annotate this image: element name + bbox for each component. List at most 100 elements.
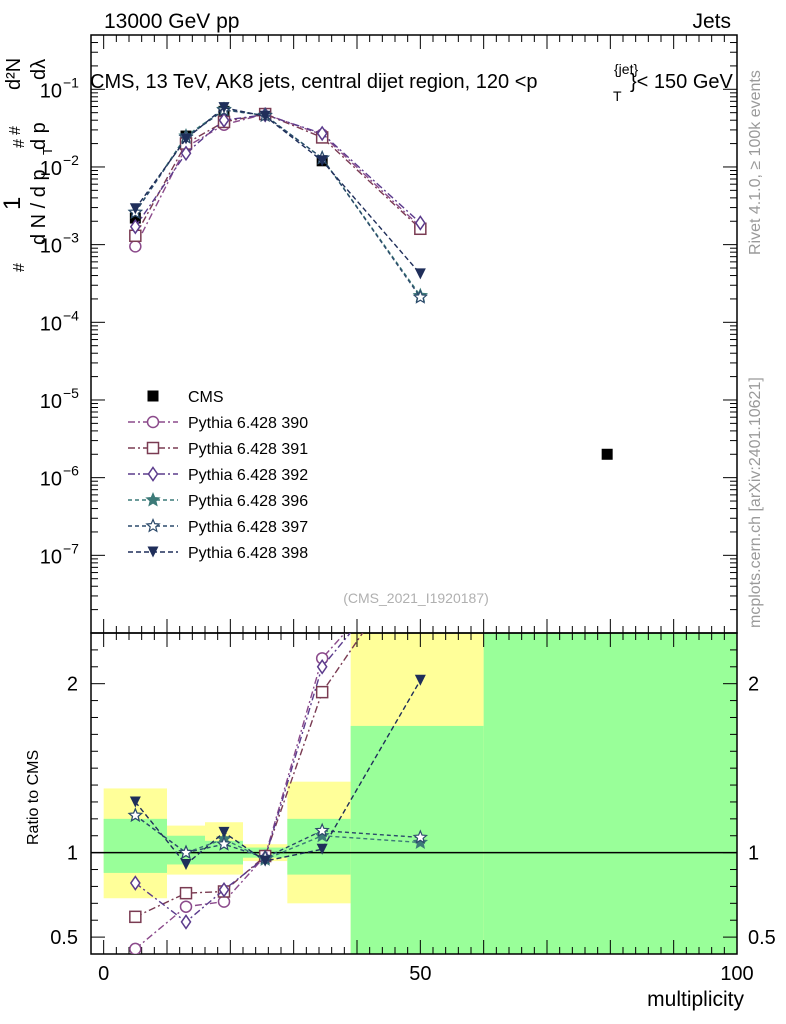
mcplots-source-label: mcplots.cern.ch [arXiv:2401.10621] <box>747 377 764 628</box>
legend-marker-cms <box>147 390 159 402</box>
main-point-pythia-6-428-398 <box>316 155 328 167</box>
main-point-pythia-6-428-392 <box>316 125 328 142</box>
ratio-line-pythia-6-428-390 <box>134 633 346 950</box>
x-tick-label: 100 <box>720 963 753 985</box>
main-point-pythia-6-428-398 <box>129 203 141 215</box>
title-text-pre: CMS, 13 TeV, AK8 jets, central dijet reg… <box>90 71 526 93</box>
main-point-pythia-6-428-392 <box>218 112 230 129</box>
title-superscript: {jet} <box>614 61 638 77</box>
ratio-line-pythia-6-428-397 <box>134 814 421 859</box>
main-line-pythia-6-428-396 <box>134 108 421 297</box>
header-right-label: Jets <box>692 10 731 33</box>
ylabel-t-sub: T <box>40 147 55 155</box>
ratio-point-pythia-6-428-398 <box>316 843 328 855</box>
ratio-point-pythia-6-428-390 <box>129 942 142 954</box>
ratio-line-pythia-6-428-392 <box>134 633 352 923</box>
x-tick-label: 50 <box>409 963 431 985</box>
main-point-pythia-6-428-397 <box>412 289 429 304</box>
ratio-plot-frame <box>90 632 738 955</box>
main-line-pythia-6-428-392 <box>134 114 421 228</box>
legend-label-pythia-6-428-390: Pythia 6.428 390 <box>188 415 308 432</box>
main-line-pythia-6-428-397 <box>134 109 421 298</box>
ratio-y-tick-label-right: 0.5 <box>748 927 776 949</box>
main-point-pythia-6-428-398 <box>259 110 271 122</box>
main-y-tick-label: 10 <box>40 80 62 102</box>
legend-label-pythia-6-428-391: Pythia 6.428 391 <box>188 441 308 458</box>
ratio-y-axis-label: Ratio to CMS <box>25 750 42 845</box>
main-y-tick-exponent: −6 <box>63 463 79 479</box>
rivet-version-label: Rivet 4.1.0, ≥ 100k events <box>747 70 764 255</box>
ratio-y-tick-label-left: 2 <box>67 674 78 696</box>
legend-marker-pythia-6-428-390 <box>146 415 160 429</box>
header-left-label: 13000 GeV pp <box>104 10 239 33</box>
legend-label-pythia-6-428-397: Pythia 6.428 397 <box>188 519 308 536</box>
title-p: p <box>526 71 537 93</box>
ratio-point-pythia-6-428-397 <box>178 844 194 860</box>
ratio-y-tick-label-left: 0.5 <box>50 927 78 949</box>
ratio-series-lines <box>127 542 429 954</box>
legend-marker-pythia-6-428-396 <box>145 491 161 507</box>
legend-label-pythia-6-428-398: Pythia 6.428 398 <box>188 545 308 562</box>
ratio-point-pythia-6-428-392 <box>316 658 328 675</box>
main-plot-frame <box>90 34 738 634</box>
legend-label-pythia-6-428-392: Pythia 6.428 392 <box>188 467 308 484</box>
legend-marker-pythia-6-428-398 <box>147 546 159 558</box>
main-y-tick-exponent: −2 <box>63 152 79 168</box>
main-line-pythia-6-428-390 <box>134 113 421 247</box>
ratio-point-pythia-6-428-398 <box>180 858 192 870</box>
x-tick-label: 0 <box>98 963 109 985</box>
green-band-6 <box>483 633 737 954</box>
ratio-point-pythia-6-428-391 <box>179 886 193 900</box>
ratio-point-pythia-6-428-392 <box>416 542 425 555</box>
main-series-lines <box>127 101 613 460</box>
ratio-point-pythia-6-428-390 <box>415 543 426 554</box>
legend-marker-pythia-6-428-392 <box>147 466 159 482</box>
main-y-tick-exponent: −4 <box>63 307 79 323</box>
main-point-pythia-6-428-392 <box>129 218 141 235</box>
ylabel-dlambda: dλ <box>28 59 50 80</box>
main-y-axis-label: 1 # d N / d p T # d²N # d p dλ <box>0 58 55 272</box>
ratio-point-pythia-6-428-390 <box>179 900 193 913</box>
main-y-tick-label: 10 <box>40 469 62 491</box>
main-point-pythia-6-428-398 <box>414 268 426 280</box>
main-y-tick-exponent: −7 <box>63 540 79 556</box>
green-band-0 <box>103 818 167 873</box>
x-axis-title: multiplicity <box>647 988 744 1011</box>
ratio-point-pythia-6-428-397 <box>314 822 330 838</box>
ratio-y-tick-label-right: 1 <box>748 843 759 865</box>
main-line-pythia-6-428-398 <box>134 106 421 275</box>
ratio-point-pythia-6-428-392 <box>180 914 192 930</box>
main-point-pythia-6-428-390 <box>129 240 142 253</box>
main-point-cms <box>601 448 613 460</box>
plot-title: CMS, 13 TeV, AK8 jets, central dijet reg… <box>90 61 734 104</box>
ratio-point-pythia-6-428-392 <box>129 875 141 891</box>
ylabel-d2n: d²N <box>3 58 25 90</box>
legend: CMS Pythia 6.428 390 Pythia 6.428 391 Pythi… <box>128 389 308 562</box>
main-y-tick-label: 10 <box>40 391 62 413</box>
main-point-pythia-6-428-398 <box>180 133 192 145</box>
main-point-pythia-6-428-398 <box>218 102 230 114</box>
ratio-point-pythia-6-428-397 <box>412 829 429 844</box>
main-point-pythia-6-428-392 <box>414 215 426 231</box>
main-line-pythia-6-428-391 <box>134 113 421 237</box>
legend-marker-pythia-6-428-391 <box>146 441 160 455</box>
ratio-point-pythia-6-428-392 <box>218 881 230 898</box>
legend-label-pythia-6-428-396: Pythia 6.428 396 <box>188 493 308 510</box>
legend-marker-pythia-6-428-397 <box>145 517 161 533</box>
ratio-point-pythia-6-428-398 <box>259 855 271 867</box>
ylabel-hash-3: # <box>7 126 24 135</box>
ratio-point-pythia-6-428-397 <box>127 807 144 822</box>
ratio-point-pythia-6-428-396 <box>412 834 429 850</box>
ratio-point-pythia-6-428-391 <box>129 910 142 924</box>
ylabel-dn-dpt: d N / d p <box>28 169 50 245</box>
ratio-point-pythia-6-428-390 <box>217 895 231 908</box>
ratio-point-pythia-6-428-398 <box>414 674 426 686</box>
main-y-tick-label: 10 <box>40 158 62 180</box>
ylabel-hash-1: # <box>11 263 28 272</box>
ratio-point-pythia-6-428-396 <box>314 827 330 843</box>
ratio-point-pythia-6-428-391 <box>315 685 329 699</box>
main-y-tick-label: 10 <box>40 236 62 258</box>
ylabel-one: 1 <box>0 197 26 210</box>
title-subscript: T <box>613 88 622 104</box>
